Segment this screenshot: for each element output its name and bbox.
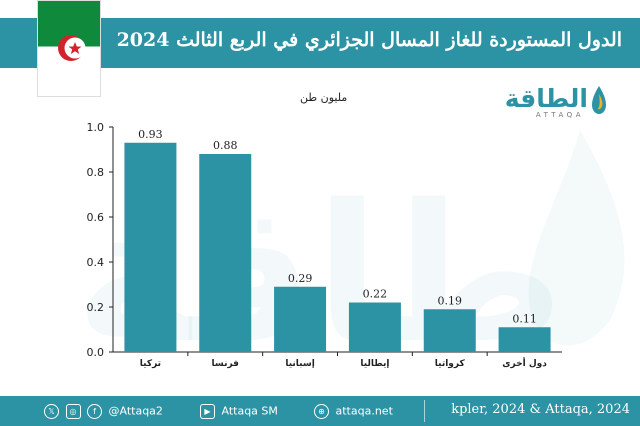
logo-latin: ATTAQA — [535, 111, 584, 119]
x-tick-label: كرواتيا — [435, 359, 466, 369]
youtube-link[interactable]: ▶ Attaqa SM — [200, 404, 278, 419]
x-icon[interactable]: 𝕏 — [44, 404, 59, 419]
footer-bar: 𝕏 ◎ f @Attaqa2 ▶ Attaqa SM ⊕ attaqa.net … — [0, 396, 640, 426]
y-tick-label: 1.0 — [87, 121, 105, 134]
bar-value-label: 0.22 — [363, 288, 388, 301]
website-url: attaqa.net — [335, 404, 393, 418]
attaqa-logo: الطاقة ATTAQA — [496, 84, 606, 124]
y-tick-label: 0.0 — [87, 346, 105, 359]
unit-label: مليون طن — [300, 91, 348, 104]
source-text: kpler, 2024 & Attaqa, 2024 — [451, 402, 630, 417]
x-tick-label: إيطاليا — [360, 359, 389, 369]
youtube-handle: Attaqa SM — [221, 404, 278, 418]
bar — [124, 142, 177, 352]
website-link[interactable]: ⊕ attaqa.net — [314, 404, 393, 419]
bars — [124, 142, 551, 352]
y-ticks: 0.0 0.2 0.4 0.6 0.8 1.0 — [87, 121, 113, 359]
flame-drop-icon — [592, 86, 606, 114]
x-tick-label: فرنسا — [212, 359, 240, 369]
bar-value-label: 0.19 — [438, 294, 463, 307]
bar — [348, 302, 401, 352]
instagram-icon[interactable]: ◎ — [65, 404, 81, 419]
y-tick-label: 0.6 — [87, 211, 105, 224]
y-tick-label: 0.8 — [87, 166, 105, 179]
title-banner — [0, 18, 640, 68]
social-links: 𝕏 ◎ f @Attaqa2 — [44, 404, 163, 419]
bar — [498, 327, 551, 352]
social-handle[interactable]: @Attaqa2 — [108, 404, 163, 418]
algeria-flag — [37, 0, 101, 97]
chart-title: الدول المستوردة للغاز المسال الجزائري في… — [116, 29, 622, 51]
bar-value-label: 0.29 — [288, 272, 313, 285]
bar-value-label: 0.93 — [138, 128, 163, 141]
bar-value-label: 0.11 — [512, 312, 537, 325]
crescent-star-icon — [58, 35, 86, 61]
value-labels: 0.93 0.88 0.29 0.22 0.19 0.11 — [138, 128, 537, 326]
youtube-icon: ▶ — [200, 404, 215, 419]
x-tick-label: دول أخرى — [502, 357, 547, 369]
x-tick-label: إسبانيا — [285, 359, 314, 369]
bar — [423, 309, 476, 352]
footer-divider — [424, 400, 425, 422]
globe-icon: ⊕ — [314, 404, 329, 419]
logo-arabic: الطاقة — [504, 84, 588, 113]
facebook-icon[interactable]: f — [87, 404, 102, 419]
bar-value-label: 0.88 — [213, 139, 238, 152]
x-tick-label: تركيا — [140, 359, 161, 369]
bar — [199, 154, 252, 352]
bar — [274, 286, 327, 352]
y-tick-label: 0.2 — [87, 301, 105, 314]
y-tick-label: 0.4 — [87, 256, 105, 269]
x-tick-labels: تركيا فرنسا إسبانيا إيطاليا كرواتيا دول أخرى — [140, 352, 547, 369]
